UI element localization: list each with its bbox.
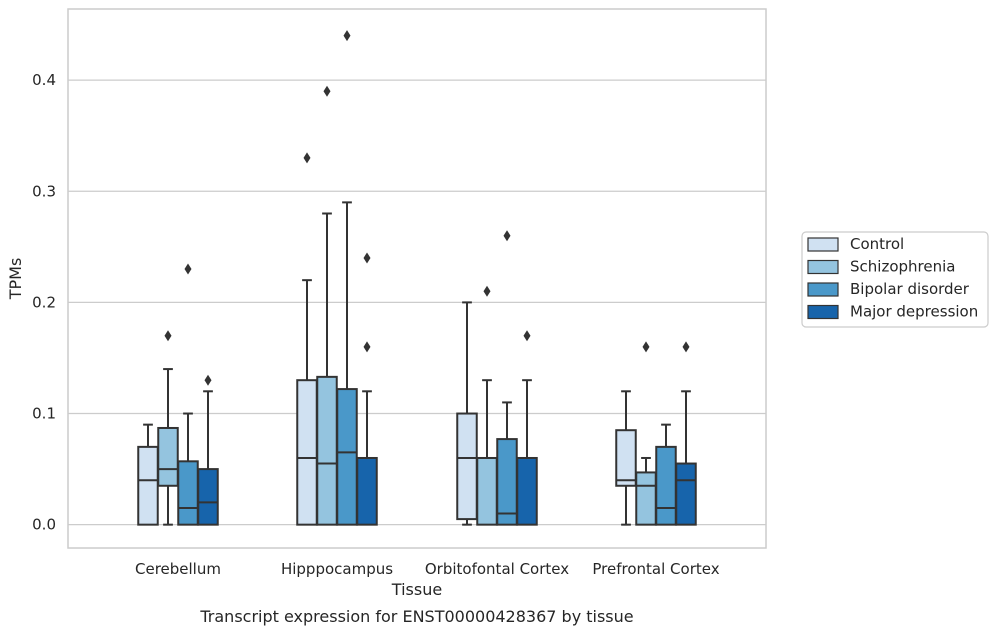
box-body — [496, 438, 518, 526]
box-bipolar-disorder — [496, 230, 518, 526]
box-body — [456, 412, 478, 521]
y-tick-label: 0.3 — [32, 182, 56, 200]
y-tick-label: 0.4 — [32, 71, 56, 89]
legend-swatch — [807, 259, 839, 275]
x-tick-label: Orbitofontal Cortex — [425, 560, 569, 578]
y-tick-label: 0.1 — [32, 405, 56, 423]
y-axis-ticks: 0.0 0.1 0.2 0.3 0.4 — [32, 71, 56, 534]
box-control — [296, 152, 318, 526]
outlier-point — [164, 330, 172, 342]
legend-item: Major depression — [807, 303, 978, 321]
box-body — [316, 375, 338, 526]
box-major-depression — [516, 330, 538, 526]
outlier-point — [642, 341, 650, 353]
outlier-point — [323, 85, 331, 97]
box-body — [356, 456, 378, 526]
outlier-point — [503, 230, 511, 242]
box-major-depression — [197, 374, 219, 526]
x-axis-label: Tissue — [391, 580, 442, 599]
box-body — [296, 379, 318, 526]
outlier-point — [483, 285, 491, 297]
box-body — [197, 468, 219, 526]
box-schizophrenia — [157, 330, 179, 526]
box-body — [675, 462, 697, 526]
box-bipolar-disorder — [336, 30, 358, 526]
box-body — [615, 429, 637, 487]
box-major-depression — [356, 252, 378, 526]
box-body — [476, 456, 498, 526]
box-control — [137, 423, 159, 526]
outlier-point — [184, 263, 192, 275]
box-schizophrenia — [635, 341, 657, 526]
box-control — [456, 301, 478, 526]
outlier-point — [343, 30, 351, 42]
x-tick-label: Prefrontal Cortex — [592, 560, 719, 578]
y-tick-label: 0.2 — [32, 293, 56, 311]
plot-frame — [67, 8, 767, 549]
box-body — [157, 426, 179, 487]
box-body — [336, 388, 358, 526]
box-body — [137, 445, 159, 526]
box-bipolar-disorder — [177, 263, 199, 526]
box-groups — [137, 30, 697, 526]
legend-item: Control — [807, 235, 904, 253]
legend-swatch — [807, 282, 839, 297]
box-schizophrenia — [476, 285, 498, 526]
x-axis-ticks: Cerebellum Hipppocampus Orbitofontal Corte… — [135, 560, 720, 578]
outlier-point — [204, 374, 212, 386]
box-control — [615, 390, 637, 526]
outlier-point — [303, 152, 311, 164]
outlier-point — [363, 341, 371, 353]
chart-caption: Transcript expression for ENST0000042836… — [199, 607, 633, 626]
y-axis-label: TPMs — [6, 258, 25, 301]
x-tick-label: Cerebellum — [135, 560, 221, 578]
box-schizophrenia — [316, 85, 338, 526]
box-body — [516, 456, 538, 526]
legend-label: Bipolar disorder — [850, 280, 970, 298]
y-tick-label: 0.0 — [32, 516, 56, 534]
box-body — [635, 471, 657, 526]
box-body — [655, 445, 677, 526]
box-major-depression — [675, 341, 697, 526]
legend-label: Schizophrenia — [850, 258, 955, 276]
legend-frame — [801, 231, 989, 328]
legend-item: Schizophrenia — [807, 258, 955, 276]
outlier-point — [363, 252, 371, 264]
legend: Control Schizophrenia Bipolar disorder Majo… — [801, 231, 989, 328]
legend-label: Control — [850, 235, 904, 253]
legend-label: Major depression — [850, 303, 978, 321]
legend-swatch — [807, 237, 839, 252]
legend-swatch — [807, 304, 839, 320]
x-tick-label: Hipppocampus — [281, 560, 393, 578]
box-body — [177, 460, 199, 526]
outlier-point — [682, 341, 690, 353]
legend-item: Bipolar disorder — [807, 280, 970, 298]
box-bipolar-disorder — [655, 423, 677, 526]
outlier-point — [523, 330, 531, 342]
